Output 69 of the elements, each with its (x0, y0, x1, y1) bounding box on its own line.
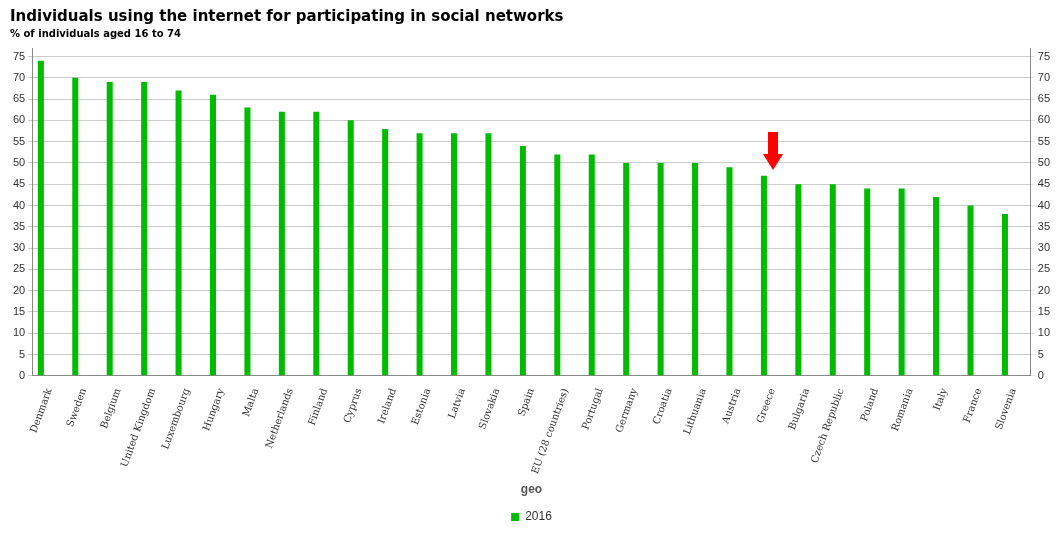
y2-tick-label: 55 (1037, 134, 1051, 147)
x-tick-label: Latvia (445, 386, 467, 420)
x-tick-label: Malta (239, 386, 261, 419)
bar (967, 205, 974, 376)
y2-tick-label: 40 (1037, 198, 1051, 211)
bar (898, 188, 905, 376)
y2-tick-label: 45 (1037, 177, 1051, 190)
y-tick-label: 10 (12, 326, 26, 339)
x-axis-title: geo (520, 482, 543, 497)
bar (175, 90, 182, 376)
y-tick-label: 5 (19, 347, 26, 360)
bar (726, 167, 733, 376)
bar (1001, 214, 1008, 376)
y-tick-label: 60 (12, 113, 26, 126)
y2-tick-label: 50 (1037, 155, 1051, 168)
bar (485, 133, 492, 376)
y-tick-label: 15 (12, 304, 26, 317)
y-tick-label: 55 (12, 134, 26, 147)
y-tick-label: 45 (12, 177, 26, 190)
bar (347, 120, 354, 376)
bar (933, 196, 940, 376)
y2-tick-label: 5 (1037, 347, 1044, 360)
bar (451, 133, 458, 376)
y2-tick-label: 0 (1037, 368, 1044, 381)
y-tick-label: 65 (12, 92, 26, 105)
chart-subtitle: % of individuals aged 16 to 74 (10, 27, 181, 39)
bar (313, 111, 320, 376)
y-tick-label: 30 (12, 241, 26, 254)
y2-tick-label: 35 (1037, 219, 1051, 232)
y-tick-label: 0 (19, 368, 26, 381)
bar (554, 154, 561, 376)
y2-tick-label: 65 (1037, 92, 1051, 105)
bar (416, 133, 423, 376)
bar (278, 111, 285, 376)
bar (864, 188, 871, 376)
bar (760, 175, 767, 376)
bar (141, 82, 148, 376)
chart-title: Individuals using the internet for participating in social networks (10, 6, 564, 25)
y-tick-label: 25 (12, 262, 26, 275)
y-tick-label: 75 (12, 49, 26, 62)
bar (244, 107, 251, 376)
bar (382, 128, 389, 376)
y2-tick-label: 30 (1037, 241, 1051, 254)
y-tick-label: 70 (12, 70, 26, 83)
y-tick-label: 35 (12, 219, 26, 232)
x-tick-label: Italy (930, 386, 950, 412)
bar (106, 82, 113, 376)
bar (519, 145, 526, 376)
bar (588, 154, 595, 376)
y2-tick-label: 75 (1037, 49, 1051, 62)
bar (692, 162, 699, 376)
y-tick-label: 20 (12, 283, 26, 296)
bar (657, 162, 664, 376)
x-tick-label: Spain (515, 386, 537, 418)
bar (209, 94, 217, 376)
y2-tick-label: 70 (1037, 70, 1051, 83)
bar (829, 184, 836, 376)
y-tick-label: 50 (12, 155, 26, 168)
bar (795, 184, 802, 376)
y2-tick-label: 60 (1037, 113, 1051, 126)
bar (72, 77, 79, 376)
y2-tick-label: 25 (1037, 262, 1051, 275)
y2-tick-label: 20 (1037, 283, 1051, 296)
y2-tick-label: 10 (1037, 326, 1051, 339)
bar (37, 60, 44, 376)
legend-label: 2016 (525, 509, 553, 524)
y2-tick-label: 15 (1037, 304, 1051, 317)
y-tick-label: 40 (12, 198, 26, 211)
bar (623, 162, 630, 376)
